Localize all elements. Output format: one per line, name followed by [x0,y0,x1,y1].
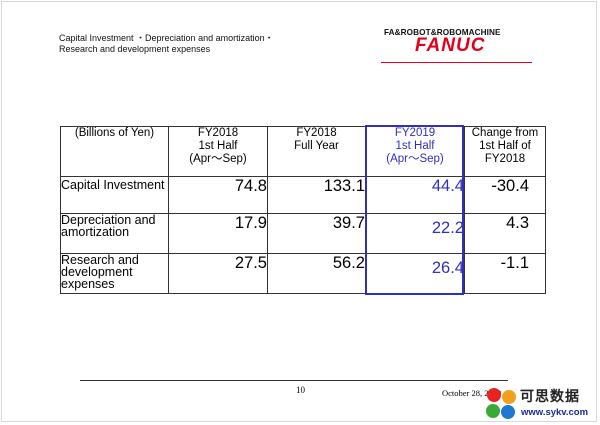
table-cell-highlight: 44.4 [365,176,465,214]
column-header-line: FY2018 [296,127,337,139]
footer-date: October 28, 2019 [442,388,502,398]
table-header-row: (Billions of Yen) FY2018 1st Half (Apr～S… [60,126,546,177]
table-row: Depreciation and amortization 17.9 39.7 … [60,213,546,254]
table-cell-highlight: 22.2 [365,213,465,254]
column-header-line: Full Year [294,140,339,152]
table-cell: 74.8 [168,176,268,214]
page-title: Capital Investment ・Depreciation and amo… [59,33,274,55]
column-header-line: FY2019 [394,127,436,139]
column-header-change: Change from 1st Half of FY2018 [464,126,546,177]
row-label-rnd: Research and development expenses [60,253,169,294]
column-header-line: 1st Half [198,140,238,152]
column-header-line: Change from [471,127,539,139]
page-number: 10 [296,385,305,395]
column-header-line: 1st Half of [479,140,531,152]
column-header-fy2018-full: FY2018 Full Year [267,126,366,177]
table-cell: -30.4 [464,176,546,214]
table-cell: -1.1 [464,253,546,294]
unit-label-cell: (Billions of Yen) [60,126,169,177]
table-row: Research and development expenses 27.5 5… [60,253,546,294]
table-cell: 17.9 [168,213,268,254]
column-header-fy2019-1h: FY2019 1st Half (Apr～Sep) [365,126,465,177]
financial-table: (Billions of Yen) FY2018 1st Half (Apr～S… [60,126,546,294]
table-cell: 39.7 [267,213,366,254]
page-title-line2: Research and development expenses [59,44,211,54]
column-header-line: (Apr～Sep) [386,153,444,165]
column-header-fy2018-1h: FY2018 1st Half (Apr～Sep) [168,126,268,177]
column-header-line: FY2018 [197,127,239,139]
page-title-line1: Capital Investment ・Depreciation and amo… [59,33,274,43]
column-header-line: (Apr～Sep) [189,153,247,165]
table-row: Capital Investment 74.8 133.1 44.4 -30.4 [60,176,546,214]
watermark-logo-icon [486,388,520,420]
table-cell: 4.3 [464,213,546,254]
header-divider [381,62,532,63]
table-cell-highlight: 26.4 [365,253,465,294]
unit-label: (Billions of Yen) [74,127,155,139]
column-header-line: FY2018 [484,153,526,165]
fanuc-logo: FA&ROBOT&ROBOMACHINE FANUC [384,28,534,56]
watermark-url: www.sykv.com [521,407,589,418]
footer-divider [80,380,508,381]
table-cell: 56.2 [267,253,366,294]
table-cell: 27.5 [168,253,268,294]
column-header-line: 1st Half [395,140,435,152]
logo-tagline: FA&ROBOT&ROBOMACHINE [384,28,501,37]
table-cell: 133.1 [267,176,366,214]
row-label-capital-investment: Capital Investment [60,176,169,214]
row-label-depreciation: Depreciation and amortization [60,213,169,254]
watermark-text: 可思数据 [520,389,580,405]
logo-brand: FANUC [415,35,486,56]
watermark: 可思数据 www.sykv.com [486,386,598,422]
